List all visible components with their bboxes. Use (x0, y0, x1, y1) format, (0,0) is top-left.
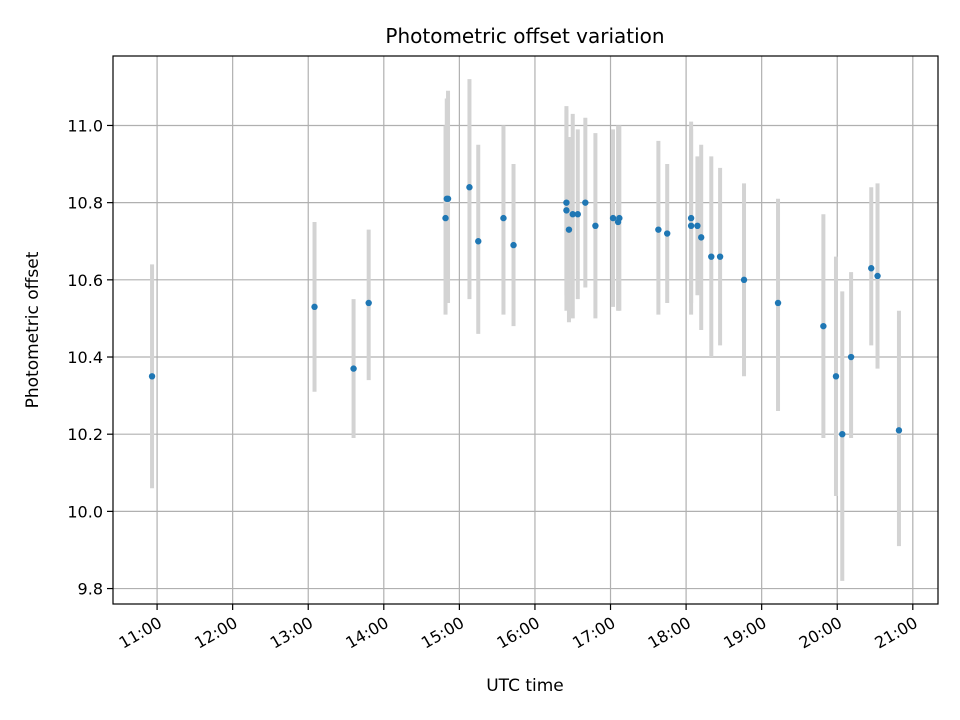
data-point (874, 272, 881, 280)
data-point (616, 214, 623, 222)
data-point (832, 373, 840, 380)
data-points (148, 184, 903, 438)
data-point (687, 222, 695, 230)
x-axis-label: UTC time (486, 676, 564, 696)
data-point (582, 199, 589, 206)
y-tick-label: 10.6 (67, 271, 103, 290)
data-point (592, 222, 599, 230)
data-point (663, 230, 671, 237)
chart-title: Photometric offset variation (385, 24, 664, 48)
y-axis-label: Photometric offset (23, 251, 43, 408)
y-tick-label: 10.8 (67, 194, 103, 213)
data-point (563, 199, 570, 206)
data-point (444, 195, 452, 202)
y-tick-label: 10.4 (67, 348, 103, 367)
data-point (820, 322, 827, 330)
data-point (655, 226, 662, 233)
data-point (563, 207, 570, 214)
data-point (716, 253, 724, 260)
data-point (350, 365, 357, 372)
data-point (466, 184, 473, 191)
data-point (569, 211, 576, 218)
data-point (687, 214, 695, 222)
plot-frame (112, 55, 939, 605)
data-point (574, 211, 581, 218)
y-tick-label: 9.8 (78, 580, 103, 599)
y-tick-label: 10.2 (67, 425, 103, 444)
data-point (839, 430, 846, 438)
data-point (148, 373, 156, 380)
y-tick-label: 11.0 (67, 116, 103, 135)
data-point (565, 226, 573, 233)
data-point (868, 265, 875, 272)
data-point (510, 241, 517, 249)
grid (113, 56, 938, 604)
y-tick-label: 10.0 (67, 502, 103, 521)
data-point (475, 238, 482, 245)
data-point (698, 234, 705, 241)
data-point (708, 253, 715, 260)
data-point (500, 214, 507, 222)
data-point (847, 353, 855, 361)
data-point (365, 299, 372, 307)
data-point (442, 214, 449, 222)
data-point (694, 222, 701, 230)
data-point (774, 299, 782, 307)
data-point (609, 214, 617, 222)
data-point (895, 427, 903, 434)
data-point (740, 276, 748, 284)
data-point (311, 303, 318, 311)
